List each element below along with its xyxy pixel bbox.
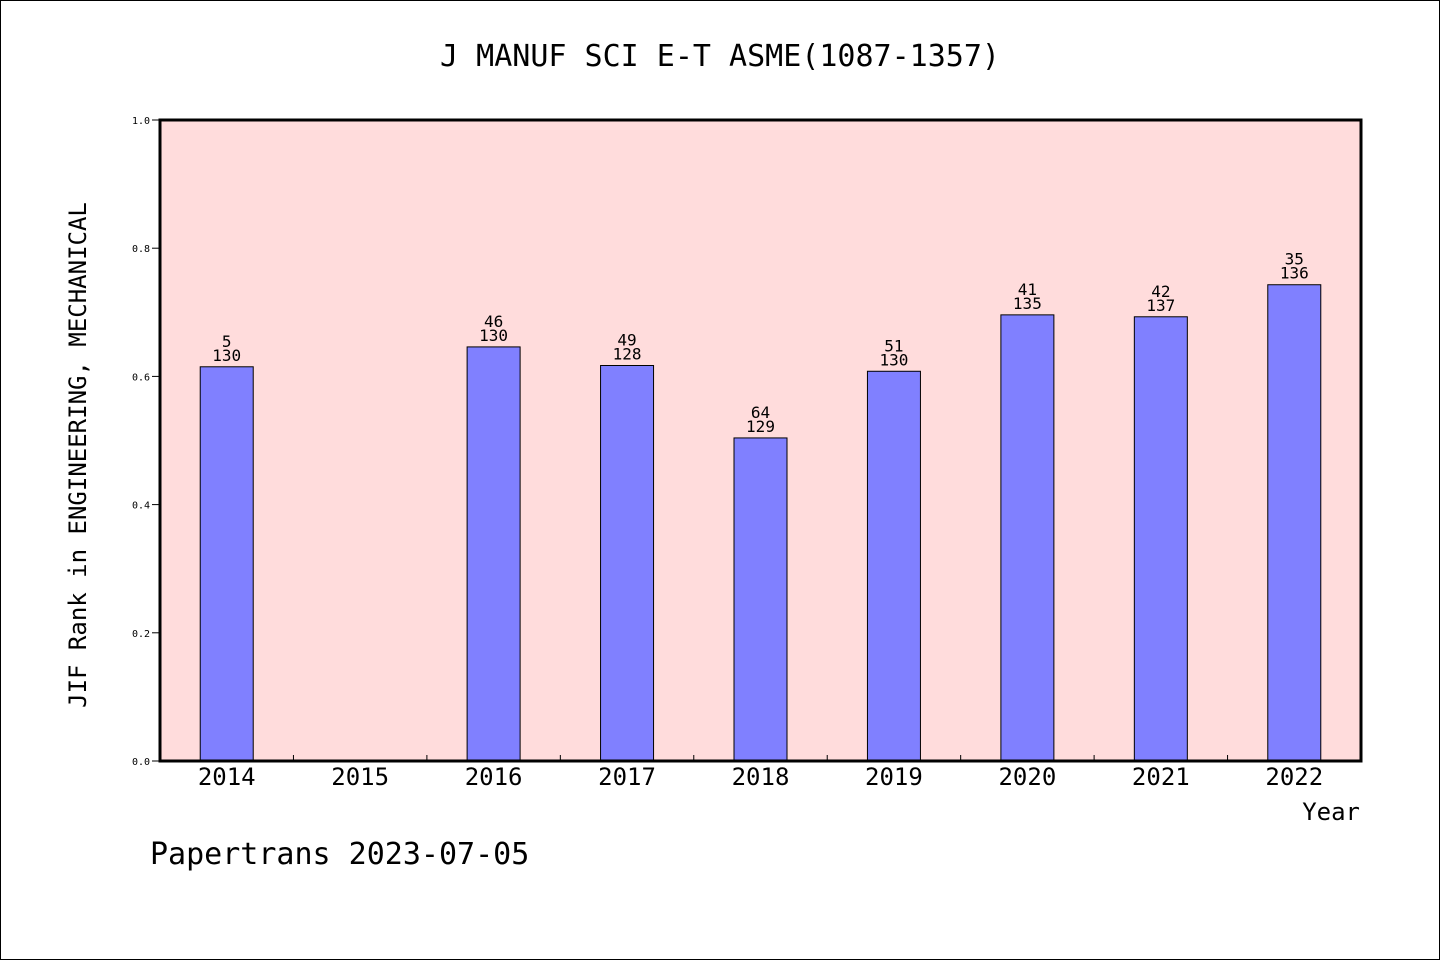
- x-axis-label: Year: [1302, 798, 1360, 826]
- x-tick-label: 2018: [732, 763, 790, 791]
- bar-label-rank: 42: [1151, 282, 1170, 301]
- bar-2017: [600, 365, 655, 762]
- plot-border: [158, 118, 1363, 763]
- x-tick-label: 2020: [998, 763, 1056, 791]
- bar-2022: [1267, 284, 1322, 762]
- x-tick-label: 2014: [198, 763, 256, 791]
- bar-2018: [733, 437, 788, 762]
- x-tick-label: 2017: [598, 763, 656, 791]
- bar-label-total: 136: [1280, 264, 1309, 283]
- y-axis-ticks: 0.0 0.2 0.4 0.6 0.8 1.0: [132, 116, 160, 768]
- bar-label-rank: 41: [1018, 280, 1037, 299]
- bar-label-total: 135: [1013, 294, 1042, 313]
- bar-2014: [199, 366, 254, 762]
- bar-2016: [466, 346, 521, 762]
- bar-2019: [866, 370, 921, 762]
- bar-2021: [1133, 316, 1188, 762]
- watermark-text: Papertrans 2023-07-05: [150, 837, 529, 872]
- x-tick-label: 2016: [465, 763, 523, 791]
- bar-label-total: 130: [879, 350, 908, 369]
- y-tick-label: 1.0: [132, 116, 150, 127]
- x-tick-label: 2019: [865, 763, 923, 791]
- bar-label-rank: 49: [617, 331, 636, 350]
- y-axis-label: JIF Rank in ENGINEERING, MECHANICAL: [64, 202, 92, 708]
- x-tick-label: 2015: [331, 763, 389, 791]
- x-tick-label: 2021: [1132, 763, 1190, 791]
- bar-label-total: 130: [479, 326, 508, 345]
- x-tick-label: 2022: [1265, 763, 1323, 791]
- bar-label-rank: 35: [1285, 250, 1304, 269]
- x-axis-ticks: 2014 2015 2016 2017 2018 2019 2020 2021 2022: [198, 755, 1323, 791]
- y-tick-label: 0.0: [132, 757, 150, 768]
- bar-label-rank: 5: [222, 332, 232, 351]
- y-tick-label: 0.4: [132, 501, 150, 512]
- y-tick-label: 0.6: [132, 372, 150, 383]
- bars-group: [199, 284, 1322, 762]
- y-tick-label: 0.8: [132, 244, 150, 255]
- bar-label-total: 128: [613, 345, 642, 364]
- bar-label-rank: 64: [751, 403, 770, 422]
- bar-label-total: 130: [212, 346, 241, 365]
- bar-2020: [1000, 314, 1055, 762]
- bar-label-rank: 51: [884, 336, 903, 355]
- bar-label-total: 137: [1146, 296, 1175, 315]
- chart-title: J MANUF SCI E-T ASME(1087-1357): [440, 39, 1000, 74]
- bar-label-total: 129: [746, 417, 775, 436]
- y-tick-label: 0.2: [132, 629, 150, 640]
- bar-label-rank: 46: [484, 312, 503, 331]
